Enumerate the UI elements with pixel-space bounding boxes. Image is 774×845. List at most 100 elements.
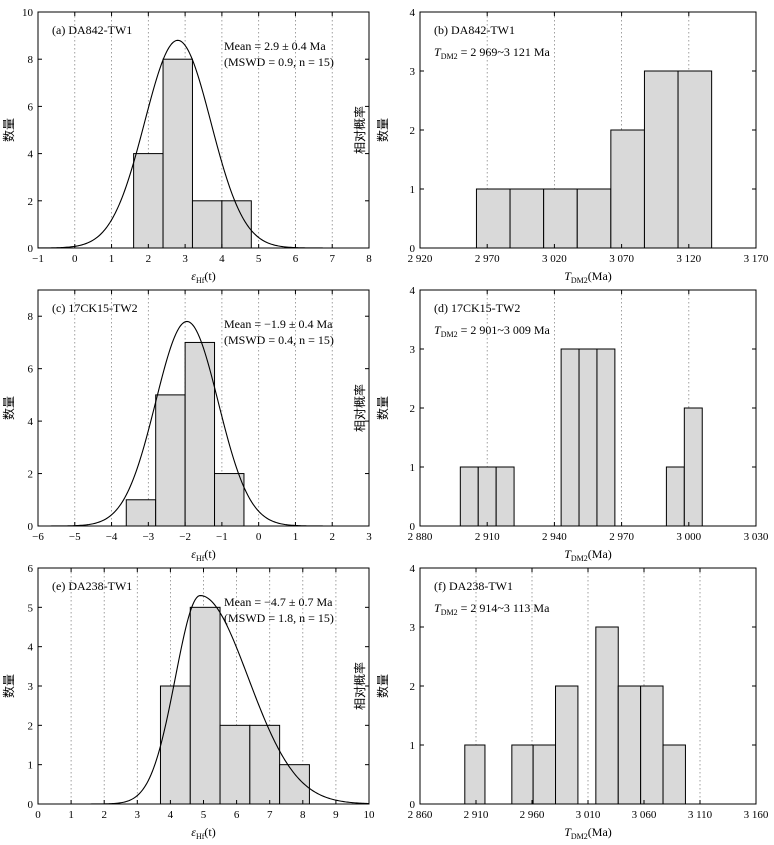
panel-title: (c) 17CK15-TW2 xyxy=(52,301,138,315)
x-tick-label: 3 xyxy=(366,531,372,543)
x-tick-label: 2 970 xyxy=(475,253,500,265)
x-tick-label: 2 910 xyxy=(464,809,489,821)
x-axis-symbol: T xyxy=(564,547,572,561)
y-tick-label: 4 xyxy=(410,285,416,297)
x-axis-symbol: ε xyxy=(191,547,196,561)
x-axis-symbol: T xyxy=(564,825,572,839)
x-tick-label: 2 910 xyxy=(475,531,500,543)
x-axis-label: εHf(t) xyxy=(191,547,216,563)
y-axis-label: 相对概率 xyxy=(352,106,367,154)
panel-b: 2 920 2 970 3 020 3 070 3 120 3 170 0 1 2 3 4 (b) D… xyxy=(352,7,769,285)
x-tick-label: −1 xyxy=(32,253,44,265)
x-axis-label: εHf(t) xyxy=(191,825,216,841)
x-tick-label: 5 xyxy=(256,253,262,265)
y-tick-label: 0 xyxy=(410,521,416,533)
y-tick-label: 2 xyxy=(410,125,416,137)
x-tick-label: 3 010 xyxy=(576,809,601,821)
y-tick-label: 0 xyxy=(28,521,34,533)
mean-annotation: Mean = −1.9 ± 0.4 Ma xyxy=(224,317,333,331)
x-axis-tail: (t) xyxy=(204,269,215,283)
x-tick-label: 7 xyxy=(267,809,273,821)
range-value: = 2 969~3 121 Ma xyxy=(458,45,551,59)
histogram-bar xyxy=(543,188,578,249)
x-tick-label: 3 000 xyxy=(676,531,701,543)
histogram-bar xyxy=(133,153,164,249)
y-tick-label: 1 xyxy=(410,462,416,474)
x-axis-label: TDM2(Ma) xyxy=(564,547,612,563)
x-tick-label: 2 860 xyxy=(408,809,433,821)
x-axis-symbol: ε xyxy=(191,269,196,283)
x-tick-label: 3 160 xyxy=(744,809,769,821)
y-tick-label: 3 xyxy=(410,622,416,634)
y-tick-label: 2 xyxy=(28,469,34,481)
histogram-bar xyxy=(640,685,664,805)
histogram-bar xyxy=(617,685,642,805)
histogram-bar xyxy=(576,188,612,249)
panel-c: −6 −5 −4 −3 −2 −1 0 1 2 3 0 2 4 6 8 (c) 17CK15-TW2 Mean … xyxy=(1,289,372,563)
x-tick-label: −3 xyxy=(142,531,154,543)
plot-frame xyxy=(37,289,370,527)
x-axis-tail: (t) xyxy=(204,547,215,561)
panel-f: 2 860 2 910 2 960 3 010 3 060 3 110 3 160 0 1 2 3 4… xyxy=(352,563,769,841)
histogram-bar xyxy=(511,744,534,805)
y-tick-label: 2 xyxy=(410,681,416,693)
histogram-bar xyxy=(665,466,685,527)
panel-title: (f) DA238-TW1 xyxy=(434,579,513,593)
x-tick-label: 1 xyxy=(109,253,115,265)
x-tick-label: 3 070 xyxy=(609,253,634,265)
x-tick-label: 3 170 xyxy=(744,253,769,265)
x-axis-label: TDM2(Ma) xyxy=(564,825,612,841)
x-tick-label: 7 xyxy=(329,253,335,265)
histogram-bar xyxy=(677,70,713,249)
x-tick-label: 2 xyxy=(101,809,107,821)
y-tick-label: 1 xyxy=(410,184,416,196)
histogram-bar xyxy=(214,473,245,527)
y-tick-label: 4 xyxy=(28,642,34,654)
x-tick-label: 3 020 xyxy=(542,253,567,265)
x-tick-label: 4 xyxy=(219,253,225,265)
histogram-bar xyxy=(595,626,619,805)
range-annotation: TDM2 = 2 901~3 009 Ma xyxy=(434,323,551,339)
y-tick-label: 0 xyxy=(28,243,34,255)
range-annotation: TDM2 = 2 914~3 113 Ma xyxy=(434,601,550,617)
histogram-bar xyxy=(249,724,281,805)
histogram-bar xyxy=(596,348,616,527)
x-axis-subscript: DM2 xyxy=(571,276,588,285)
x-tick-label: 3 110 xyxy=(688,809,713,821)
y-tick-label: 5 xyxy=(28,602,34,614)
x-tick-label: 6 xyxy=(293,253,299,265)
histogram-bar xyxy=(610,129,645,249)
y-tick-label: 4 xyxy=(410,7,416,19)
histogram-bar xyxy=(475,188,511,249)
x-axis-subscript: Hf xyxy=(196,832,205,841)
histogram-bar xyxy=(162,58,193,249)
x-tick-label: −6 xyxy=(32,531,44,543)
x-tick-label: 0 xyxy=(256,531,262,543)
x-tick-label: 5 xyxy=(201,809,207,821)
x-tick-label: 1 xyxy=(293,531,299,543)
x-tick-label: 0 xyxy=(35,809,41,821)
x-tick-label: 3 xyxy=(182,253,188,265)
histogram-bar xyxy=(683,407,703,527)
mean-annotation: (MSWD = 1.8, n = 15) xyxy=(224,611,334,625)
x-axis-tail: (Ma) xyxy=(588,825,612,839)
x-tick-label: 1 xyxy=(68,809,74,821)
y-tick-label: 0 xyxy=(28,799,34,811)
x-tick-label: 8 xyxy=(300,809,306,821)
x-axis-subscript: Hf xyxy=(196,276,205,285)
y-axis-label: 数量 xyxy=(1,674,16,698)
panel-title: (d) 17CK15-TW2 xyxy=(434,301,520,315)
y-tick-label: 3 xyxy=(410,344,416,356)
x-tick-label: 8 xyxy=(366,253,372,265)
histogram-bar xyxy=(219,724,251,805)
x-tick-label: 0 xyxy=(72,253,78,265)
x-axis-symbol: T xyxy=(564,269,572,283)
y-tick-label: 8 xyxy=(28,54,34,66)
y-tick-label: 1 xyxy=(28,760,34,772)
x-tick-label: 2 960 xyxy=(520,809,545,821)
x-tick-label: 2 xyxy=(329,531,335,543)
histogram-bar xyxy=(495,466,515,527)
histogram-bar xyxy=(578,348,598,527)
y-axis-label: 数量 xyxy=(1,396,16,420)
